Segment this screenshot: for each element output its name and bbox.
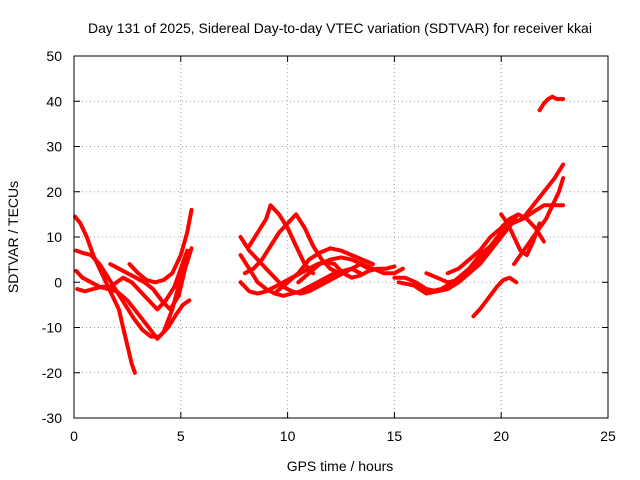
y-tick-label: 50 (46, 48, 62, 64)
y-tick-label: -10 (42, 320, 62, 336)
y-tick-label: -30 (42, 410, 62, 426)
y-tick-label: 40 (46, 93, 62, 109)
y-tick-label: -20 (42, 365, 62, 381)
x-tick-label: 10 (280, 428, 296, 444)
series-s17-line (424, 203, 566, 285)
series-s21-line (512, 176, 566, 267)
series-s12-line (274, 246, 375, 294)
y-tick-label: 30 (46, 139, 62, 155)
series-s13-line (296, 255, 405, 285)
y-tick-label: 20 (46, 184, 62, 200)
series-s10-line (247, 203, 316, 276)
series-s16-line (413, 162, 566, 296)
series-s18-line (445, 212, 546, 276)
x-axis-label: GPS time / hours (287, 458, 394, 474)
series-s5-line (108, 246, 194, 312)
series-s3-line (74, 257, 190, 341)
y-axis-label: SDTVAR / TECUs (5, 181, 21, 293)
y-tick-label: 10 (46, 229, 62, 245)
data-series (73, 94, 566, 375)
x-tick-label: 0 (70, 428, 78, 444)
series-s1-line (73, 214, 137, 375)
series-s20-line (499, 212, 542, 258)
series-s2-line (74, 248, 192, 339)
series-s22-line (537, 94, 566, 113)
x-tick-label: 25 (600, 428, 616, 444)
series-s11-line (242, 212, 341, 276)
x-tick-label: 20 (493, 428, 509, 444)
y-tick-label: 0 (54, 274, 62, 290)
series-s6-line (127, 207, 194, 285)
series-s19-line (471, 275, 519, 319)
x-tick-label: 15 (387, 428, 403, 444)
series-s4-line (75, 248, 190, 312)
grid-lines (74, 56, 608, 418)
x-tick-label: 5 (177, 428, 185, 444)
axis-ticks: 0 5 10 15 20 25 -30 -20 -10 0 10 20 30 40 50 (42, 48, 616, 444)
chart-title: Day 131 of 2025, Sidereal Day-to-day VTE… (88, 20, 592, 36)
